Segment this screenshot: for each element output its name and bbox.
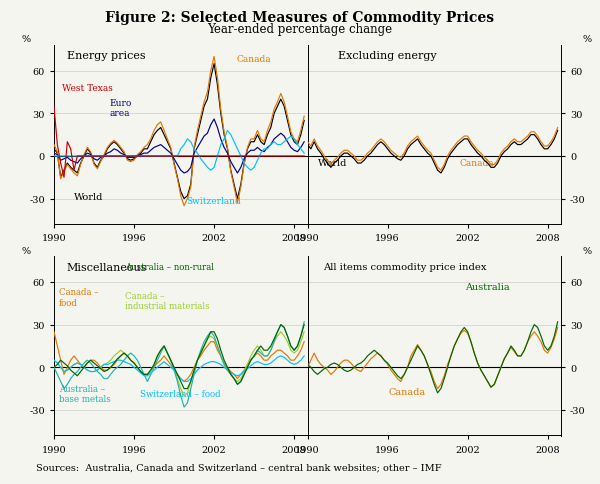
Text: All items commodity price index: All items commodity price index: [323, 262, 486, 271]
Text: West Texas: West Texas: [62, 84, 112, 92]
Text: Australia: Australia: [464, 282, 509, 291]
Text: Australia – non-rural: Australia – non-rural: [125, 262, 214, 272]
Text: %: %: [582, 246, 592, 255]
Text: Canada: Canada: [389, 388, 426, 396]
Text: Figure 2: Selected Measures of Commodity Prices: Figure 2: Selected Measures of Commodity…: [106, 11, 494, 25]
Text: Sources:  Australia, Canada and Switzerland – central bank websites; other – IMF: Sources: Australia, Canada and Switzerla…: [36, 463, 442, 472]
Text: World: World: [317, 159, 347, 168]
Text: Switzerland – food: Switzerland – food: [140, 389, 221, 398]
Text: %: %: [21, 246, 30, 255]
Text: Canada –
food: Canada – food: [59, 288, 98, 307]
Text: Switzerland: Switzerland: [186, 197, 241, 205]
Text: Year-ended percentage change: Year-ended percentage change: [208, 23, 392, 36]
Text: Euro
area: Euro area: [110, 98, 132, 118]
Text: %: %: [582, 35, 592, 44]
Text: Energy prices: Energy prices: [67, 51, 145, 61]
Text: Australia –
base metals: Australia – base metals: [59, 384, 111, 404]
Text: Canada: Canada: [460, 159, 494, 168]
Text: Canada –
industrial materials: Canada – industrial materials: [125, 291, 209, 311]
Text: Canada: Canada: [236, 55, 271, 64]
Text: %: %: [21, 35, 30, 44]
Text: Miscellaneous: Miscellaneous: [67, 262, 147, 272]
Text: Excluding energy: Excluding energy: [338, 51, 437, 61]
Text: World: World: [74, 193, 104, 202]
